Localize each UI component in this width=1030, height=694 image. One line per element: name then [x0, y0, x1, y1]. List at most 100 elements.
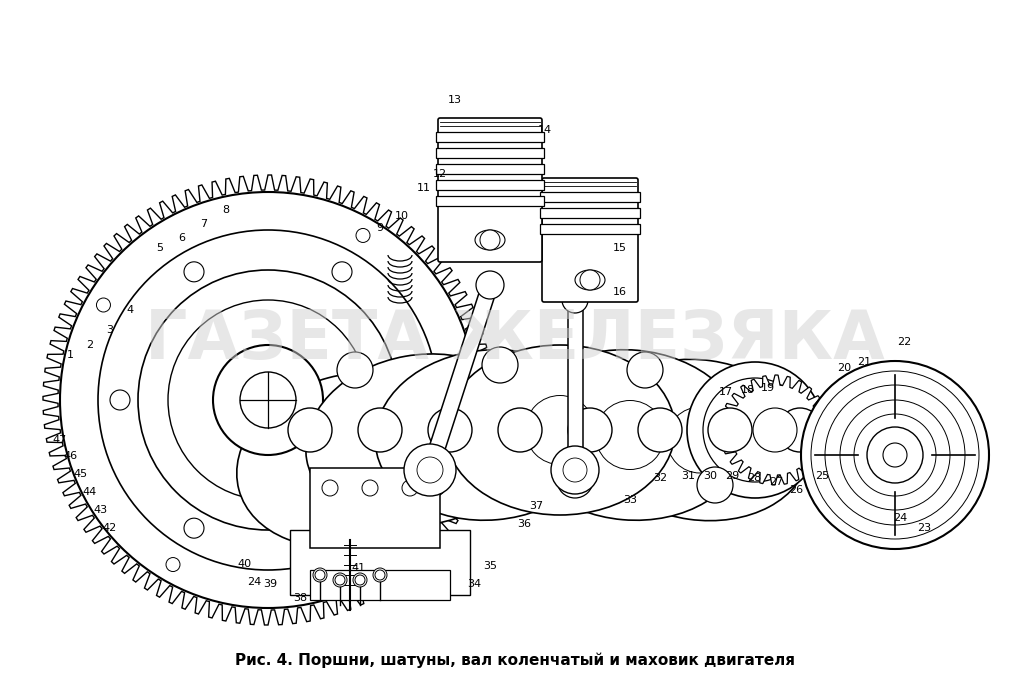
Text: 40: 40 [237, 559, 251, 569]
Text: 10: 10 [394, 211, 409, 221]
Text: 15: 15 [613, 243, 627, 253]
Circle shape [406, 390, 426, 410]
Text: 42: 42 [103, 523, 117, 533]
Text: 33: 33 [623, 495, 637, 505]
Text: 1: 1 [67, 350, 73, 360]
Text: 46: 46 [63, 451, 77, 461]
Circle shape [667, 407, 733, 473]
Circle shape [184, 518, 204, 538]
Circle shape [355, 575, 365, 585]
Circle shape [337, 352, 373, 388]
Circle shape [240, 372, 296, 428]
Text: ГАЗЕТА ЖЕЛЕЗЯКА: ГАЗЕТА ЖЕЛЕЗЯКА [145, 307, 885, 373]
Circle shape [213, 345, 323, 455]
FancyBboxPatch shape [310, 468, 440, 548]
Text: 18: 18 [741, 385, 755, 395]
Circle shape [595, 400, 664, 470]
FancyBboxPatch shape [436, 132, 544, 142]
Circle shape [482, 347, 518, 383]
FancyBboxPatch shape [540, 192, 640, 202]
Circle shape [801, 361, 989, 549]
Text: 27: 27 [768, 477, 783, 487]
Circle shape [417, 457, 443, 483]
Circle shape [428, 408, 472, 452]
Ellipse shape [590, 359, 810, 520]
FancyBboxPatch shape [436, 148, 544, 158]
Circle shape [184, 262, 204, 282]
Text: 26: 26 [789, 485, 803, 495]
Text: 12: 12 [433, 169, 447, 179]
Circle shape [425, 488, 440, 502]
Circle shape [811, 371, 978, 539]
Text: 25: 25 [815, 471, 829, 481]
Text: 45: 45 [73, 469, 88, 479]
Circle shape [687, 362, 823, 498]
Text: 21: 21 [857, 357, 871, 367]
Text: 43: 43 [93, 505, 107, 515]
Circle shape [580, 270, 600, 290]
Circle shape [697, 467, 733, 503]
Text: 4: 4 [127, 305, 134, 315]
Text: 41: 41 [351, 563, 365, 573]
Text: 19: 19 [761, 383, 775, 393]
Circle shape [60, 192, 476, 608]
Circle shape [110, 390, 130, 410]
FancyBboxPatch shape [542, 178, 638, 302]
Text: 24: 24 [247, 577, 262, 587]
Circle shape [562, 287, 588, 313]
Circle shape [332, 518, 352, 538]
FancyBboxPatch shape [438, 118, 542, 262]
FancyBboxPatch shape [310, 570, 450, 600]
Circle shape [166, 557, 180, 572]
Text: 5: 5 [157, 243, 164, 253]
Circle shape [98, 230, 438, 570]
Polygon shape [720, 375, 830, 485]
Ellipse shape [306, 354, 535, 526]
Text: 23: 23 [917, 523, 931, 533]
Polygon shape [568, 300, 583, 470]
Circle shape [385, 405, 454, 475]
Circle shape [557, 462, 593, 498]
Circle shape [315, 425, 384, 495]
Text: 13: 13 [448, 95, 462, 105]
Text: 36: 36 [517, 519, 531, 529]
Circle shape [883, 443, 907, 467]
Circle shape [402, 480, 418, 496]
Text: 32: 32 [653, 473, 667, 483]
Circle shape [708, 408, 752, 452]
Text: 22: 22 [897, 337, 912, 347]
Ellipse shape [237, 373, 464, 548]
Text: 16: 16 [613, 287, 627, 297]
FancyBboxPatch shape [436, 180, 544, 190]
FancyBboxPatch shape [540, 208, 640, 218]
Circle shape [867, 427, 923, 483]
Text: 14: 14 [538, 125, 552, 135]
Circle shape [356, 228, 370, 242]
Circle shape [551, 446, 599, 494]
Text: 37: 37 [529, 501, 543, 511]
Text: 30: 30 [703, 471, 717, 481]
Text: 35: 35 [483, 561, 497, 571]
Circle shape [322, 480, 338, 496]
Text: 6: 6 [178, 233, 185, 243]
Circle shape [476, 271, 504, 299]
Text: 44: 44 [82, 487, 97, 497]
Circle shape [97, 298, 110, 312]
Ellipse shape [445, 345, 675, 515]
Circle shape [335, 575, 345, 585]
Ellipse shape [375, 350, 605, 520]
Circle shape [703, 378, 806, 482]
Ellipse shape [475, 230, 505, 250]
Circle shape [353, 573, 367, 587]
Circle shape [825, 385, 965, 525]
FancyBboxPatch shape [800, 415, 815, 423]
Circle shape [627, 352, 663, 388]
Circle shape [753, 408, 797, 452]
Circle shape [404, 444, 456, 496]
Circle shape [563, 458, 587, 482]
Text: 29: 29 [725, 471, 740, 481]
Text: 11: 11 [417, 183, 431, 193]
Circle shape [854, 414, 936, 496]
Circle shape [568, 408, 612, 452]
FancyBboxPatch shape [436, 196, 544, 206]
